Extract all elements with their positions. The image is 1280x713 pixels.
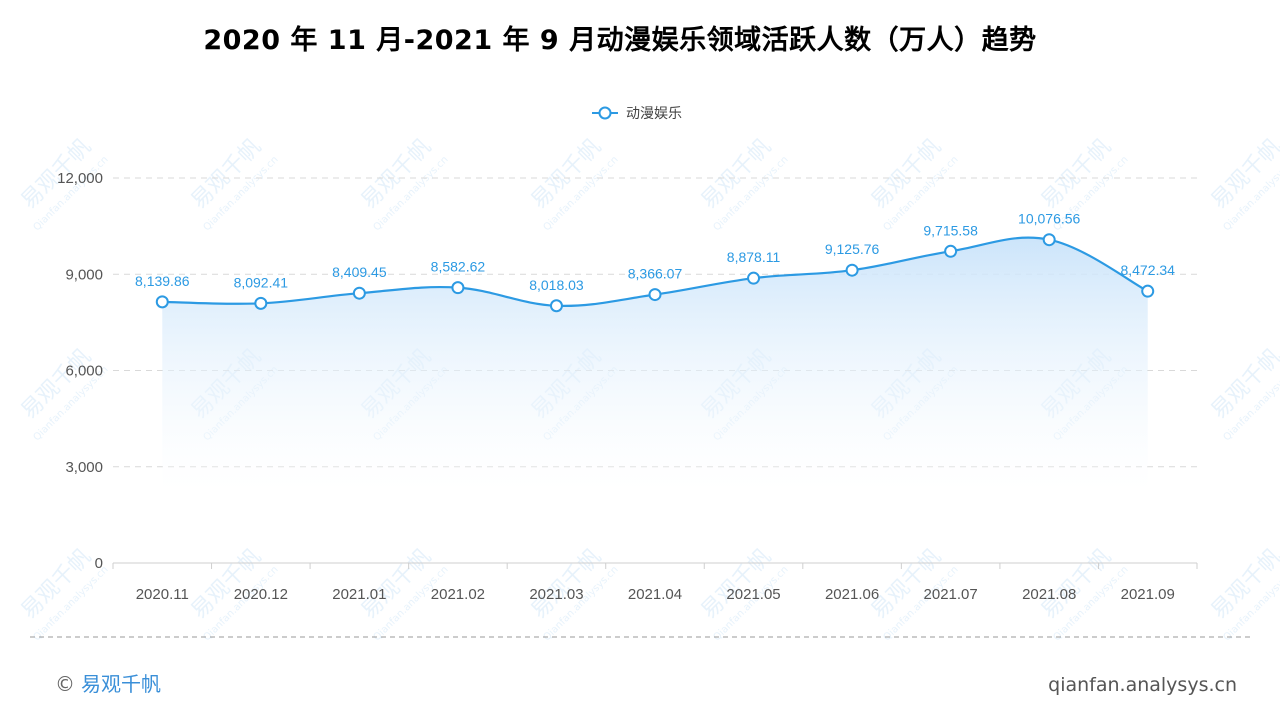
data-label: 8,018.03 bbox=[529, 277, 584, 293]
x-axis: 2020.11 2020.12 2021.01 2021.02 2021.03 2021.… bbox=[112, 562, 1198, 603]
brand-name: 易观千帆 bbox=[81, 672, 161, 696]
x-tick-label: 2021.03 bbox=[529, 586, 583, 603]
data-point bbox=[254, 296, 268, 310]
y-tick-label: 0 bbox=[95, 555, 103, 572]
x-tick-label: 2021.05 bbox=[726, 586, 780, 603]
legend[interactable]: 动漫娱乐 bbox=[592, 106, 682, 122]
x-tick-label: 2021.01 bbox=[332, 586, 386, 603]
data-point bbox=[1042, 233, 1056, 247]
data-point bbox=[1141, 284, 1155, 298]
x-tick-label: 2020.11 bbox=[136, 586, 189, 603]
data-label: 8,472.34 bbox=[1120, 262, 1175, 278]
data-label: 8,582.62 bbox=[431, 259, 486, 275]
x-tick-label: 2021.06 bbox=[825, 586, 879, 603]
data-labels: 8,139.86 8,092.41 8,409.45 8,582.62 8,018.03… bbox=[135, 211, 1175, 293]
y-tick-label: 3,000 bbox=[65, 459, 103, 476]
x-tick-label: 2020.12 bbox=[234, 586, 288, 603]
watermark-text: 易观千帆 bbox=[1207, 134, 1280, 214]
data-point bbox=[352, 286, 366, 300]
data-point bbox=[155, 295, 169, 309]
data-point bbox=[845, 263, 859, 277]
data-point bbox=[747, 271, 761, 285]
copyright-symbol: © bbox=[55, 672, 75, 696]
data-point bbox=[648, 288, 662, 302]
x-tick-label: 2021.04 bbox=[628, 586, 682, 603]
footer-url: qianfan.analysys.cn bbox=[1048, 674, 1237, 696]
data-label: 8,092.41 bbox=[234, 274, 289, 290]
legend-label: 动漫娱乐 bbox=[626, 106, 682, 122]
page-title: 2020 年 11 月-2021 年 9 月动漫娱乐领域活跃人数（万人）趋势 bbox=[203, 25, 1037, 56]
y-tick-label: 12,000 bbox=[57, 170, 103, 187]
data-points bbox=[155, 233, 1155, 313]
data-label: 10,076.56 bbox=[1018, 211, 1080, 227]
data-label: 8,409.45 bbox=[332, 264, 387, 280]
data-label: 8,878.11 bbox=[727, 249, 781, 265]
x-tick-label: 2021.07 bbox=[924, 586, 978, 603]
watermark-text: 易观千帆 bbox=[1207, 344, 1280, 424]
data-label: 9,715.58 bbox=[923, 222, 978, 238]
data-label: 9,125.76 bbox=[825, 241, 880, 257]
data-label: 8,139.86 bbox=[135, 273, 190, 289]
y-tick-label: 6,000 bbox=[65, 363, 103, 380]
x-tick-label: 2021.02 bbox=[431, 586, 485, 603]
data-point bbox=[944, 244, 958, 258]
y-axis: 0 3,000 6,000 9,000 12,000 bbox=[57, 170, 103, 572]
legend-marker bbox=[598, 106, 612, 120]
data-point bbox=[451, 281, 465, 295]
footer-brand: © 易观千帆 bbox=[55, 668, 161, 697]
x-tick-label: 2021.08 bbox=[1022, 586, 1076, 603]
data-label: 8,366.07 bbox=[628, 266, 683, 282]
data-point bbox=[549, 299, 563, 313]
y-tick-label: 9,000 bbox=[65, 266, 103, 283]
watermark-text: 易观千帆 bbox=[1207, 544, 1280, 624]
x-tick-label: 2021.09 bbox=[1121, 586, 1175, 603]
series-area bbox=[162, 237, 1148, 493]
